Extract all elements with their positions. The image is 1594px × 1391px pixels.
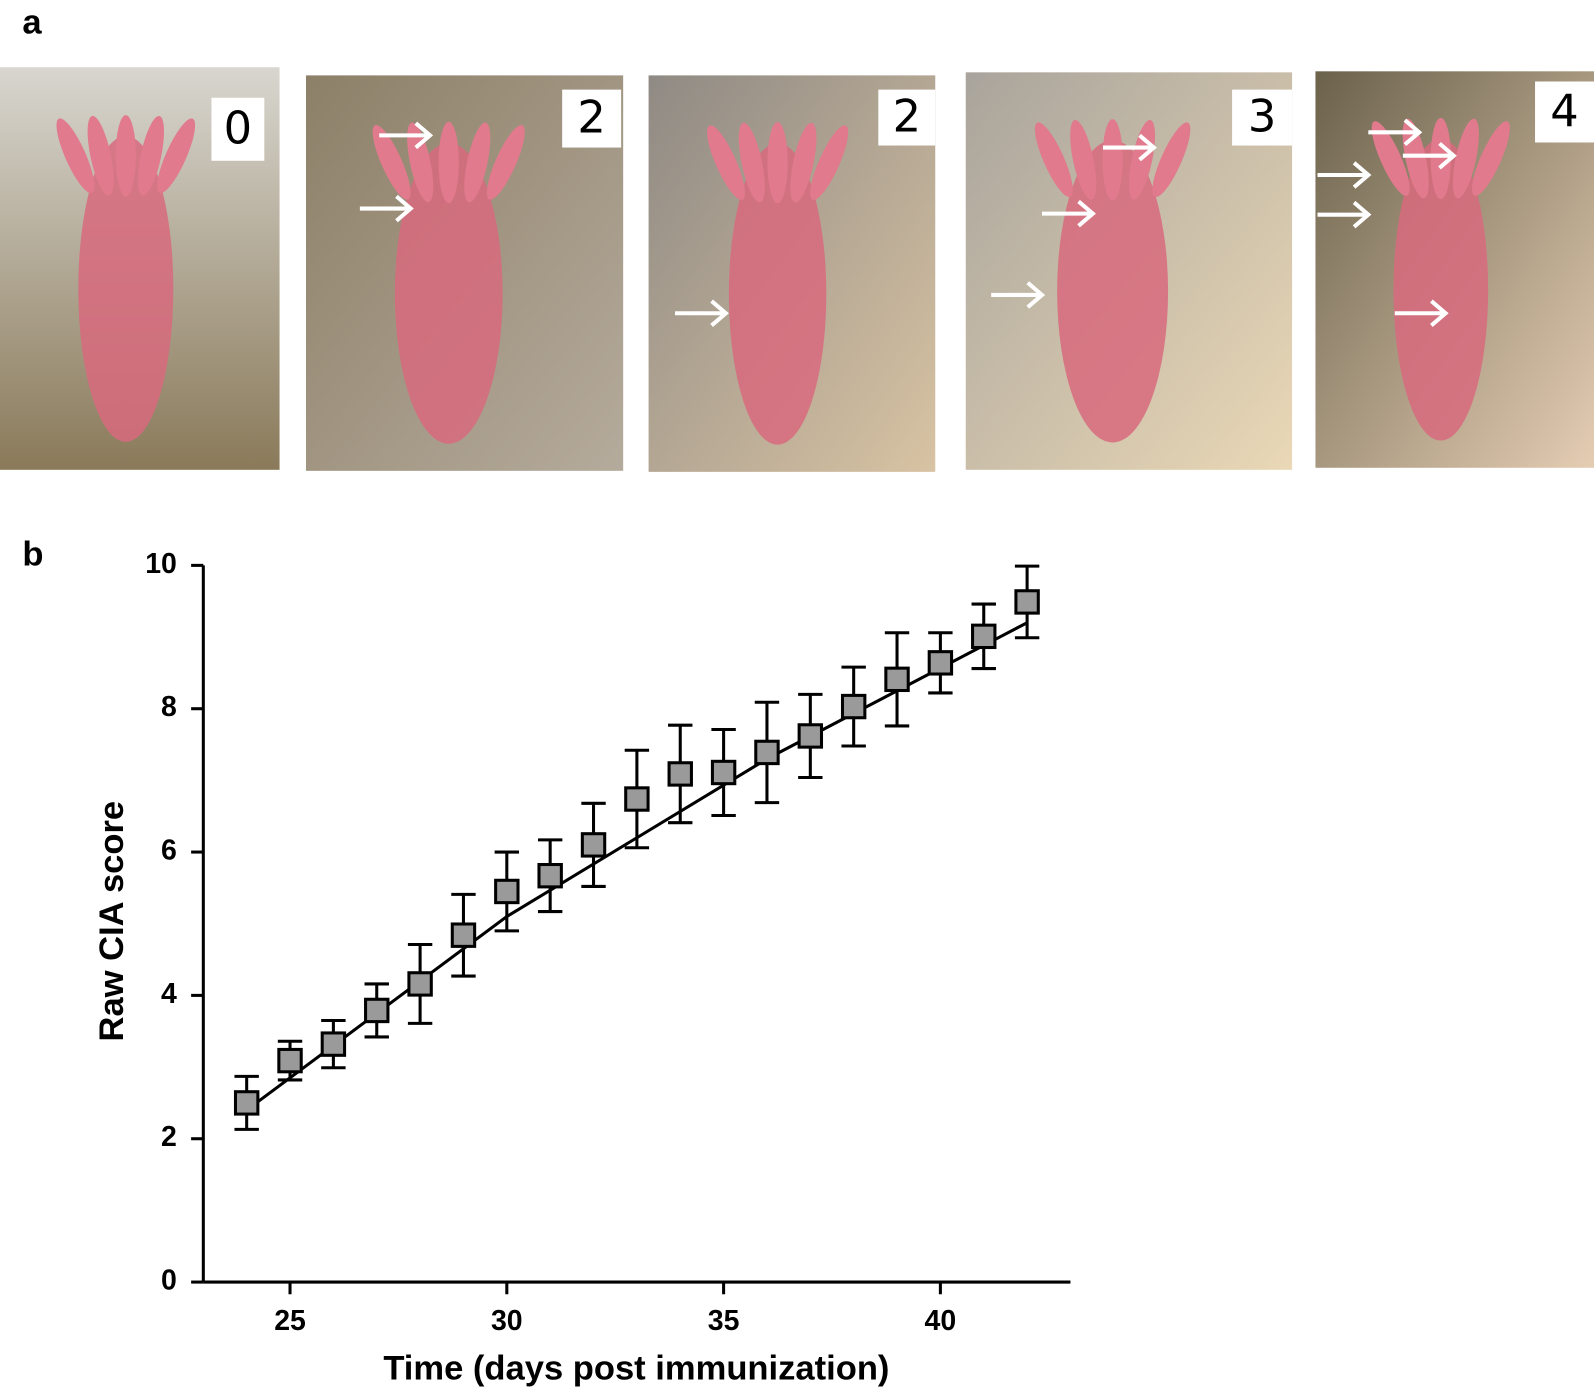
x-tick-label: 30 — [491, 1305, 523, 1337]
y-tick-label: 8 — [161, 691, 177, 723]
digit — [790, 122, 817, 203]
arrow — [1368, 118, 1423, 147]
digit — [1152, 122, 1191, 198]
paw — [1057, 140, 1169, 443]
digit — [1102, 119, 1123, 201]
digit — [1070, 119, 1097, 200]
digit — [372, 125, 411, 200]
panel-label: b — [22, 535, 43, 573]
point — [710, 759, 737, 786]
digit — [115, 115, 136, 197]
digit — [1471, 121, 1510, 196]
score-label: 2 — [893, 90, 921, 143]
score-label: 0 — [224, 101, 252, 154]
arrow — [1102, 133, 1157, 162]
digit — [810, 125, 849, 200]
digit — [486, 125, 525, 200]
arrow — [1402, 141, 1457, 170]
y-axis-title: Raw CIA score — [93, 801, 131, 1042]
point — [494, 878, 520, 905]
point — [840, 693, 867, 720]
score-box — [1232, 89, 1293, 146]
x-tick-label: 40 — [925, 1305, 957, 1337]
digit — [464, 122, 491, 203]
point — [364, 997, 390, 1024]
arrow — [1317, 161, 1372, 189]
arrow — [991, 281, 1046, 309]
arrow — [1394, 299, 1449, 328]
arrow — [1317, 200, 1372, 229]
point — [1014, 589, 1040, 615]
point — [667, 761, 693, 787]
point — [450, 922, 477, 948]
point — [624, 786, 650, 812]
chart: b Time (days post immunization) Raw CIA … — [22, 535, 1071, 1388]
point — [537, 862, 563, 889]
panel-label: a — [22, 4, 42, 42]
digit — [767, 121, 788, 204]
x-tick-label: 25 — [274, 1305, 306, 1337]
arrow — [359, 194, 414, 223]
y-tick-label: 6 — [161, 835, 177, 867]
digit — [738, 122, 765, 203]
score-box — [562, 89, 622, 148]
arrow — [675, 299, 729, 328]
y-tick-label: 4 — [161, 978, 177, 1010]
paw — [78, 135, 174, 442]
fit-line — [245, 621, 1028, 1112]
score-box — [1535, 81, 1594, 143]
score-box — [878, 89, 936, 146]
y-tick-label: 0 — [161, 1265, 177, 1297]
point — [580, 832, 607, 858]
paw — [394, 143, 503, 444]
point — [971, 623, 997, 650]
score-label: 3 — [1248, 90, 1276, 143]
point — [233, 1090, 260, 1116]
point — [320, 1031, 347, 1057]
digit — [137, 115, 165, 196]
paw — [728, 143, 827, 445]
arrow — [379, 121, 434, 150]
y-tick-label: 2 — [161, 1121, 177, 1153]
point — [884, 666, 910, 693]
arrow — [1041, 199, 1096, 228]
digit — [87, 115, 114, 196]
x-tick-label: 35 — [708, 1305, 740, 1337]
digit — [1034, 122, 1073, 198]
digit — [56, 118, 95, 194]
score-label: 4 — [1550, 84, 1578, 137]
digit — [1371, 121, 1410, 196]
digit — [438, 121, 459, 204]
digit — [1452, 118, 1479, 199]
x-axis-title: Time (days post immunization) — [383, 1350, 889, 1388]
digit — [1430, 117, 1451, 200]
paw — [1393, 139, 1489, 441]
digit — [157, 118, 196, 194]
point — [927, 650, 954, 676]
digit — [707, 125, 745, 200]
point — [277, 1047, 303, 1074]
score-label: 2 — [577, 91, 605, 144]
photo-row: 0 2 2 3 4 — [0, 67, 1594, 472]
point — [754, 739, 780, 766]
y-tick-label: 10 — [145, 548, 177, 580]
point — [797, 723, 824, 749]
digit — [407, 122, 434, 203]
score-box — [211, 97, 265, 161]
point — [407, 971, 433, 997]
